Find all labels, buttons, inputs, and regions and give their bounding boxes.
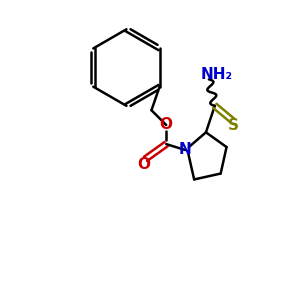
Text: S: S [228,118,239,134]
Text: O: O [160,118,173,133]
Text: N: N [179,142,192,158]
Text: NH₂: NH₂ [201,68,233,82]
Text: O: O [138,157,151,172]
